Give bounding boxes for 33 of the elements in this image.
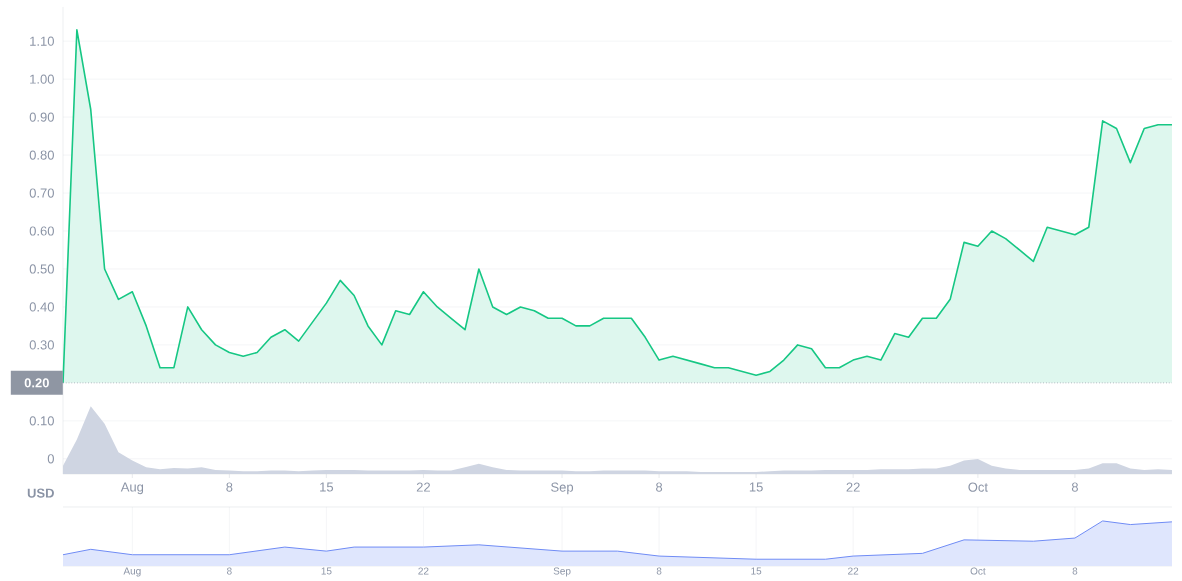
- x-tick-label: 22: [848, 567, 859, 575]
- y-tick-label: 0.80: [29, 150, 54, 160]
- x-tick-label: 22: [846, 482, 860, 492]
- x-tick-label: 22: [418, 567, 429, 575]
- y-tick-label: 0.40: [29, 302, 54, 312]
- y-tick-label: 0.90: [29, 112, 54, 122]
- x-tick-label: 15: [749, 482, 763, 492]
- x-tick-label: 22: [416, 482, 430, 492]
- y-tick-label: 1.00: [30, 74, 54, 84]
- x-tick-label: 8: [656, 567, 662, 575]
- x-tick-label: 8: [1071, 482, 1078, 492]
- y-tick-label: 0: [47, 454, 54, 464]
- y-tick-label: 0.60: [29, 226, 54, 236]
- x-tick-label: Aug: [120, 482, 144, 495]
- x-tick-label: Sep: [551, 482, 574, 495]
- x-tick-label: Sep: [553, 567, 571, 577]
- x-tick-label: Oct: [970, 567, 986, 575]
- y-axis-title: USD: [27, 488, 54, 498]
- x-tick-label: 8: [656, 482, 663, 492]
- x-tick-label: Aug: [123, 567, 141, 577]
- ref-line-label: 0.20: [24, 378, 49, 388]
- x-tick-label: 15: [320, 482, 334, 492]
- y-tick-label: 1.10: [30, 36, 54, 46]
- y-tick-label: 0.50: [29, 264, 54, 274]
- x-tick-label: 15: [321, 567, 332, 575]
- x-tick-label: 8: [1072, 567, 1078, 575]
- x-tick-label: 8: [227, 567, 232, 575]
- y-tick-label: 0.10: [29, 416, 54, 426]
- y-tick-label: 0.30: [29, 340, 54, 350]
- y-tick-label: 0.70: [29, 188, 54, 198]
- x-tick-label: 8: [226, 482, 233, 492]
- x-tick-label: 15: [751, 567, 762, 575]
- x-tick-label: Oct: [968, 482, 988, 492]
